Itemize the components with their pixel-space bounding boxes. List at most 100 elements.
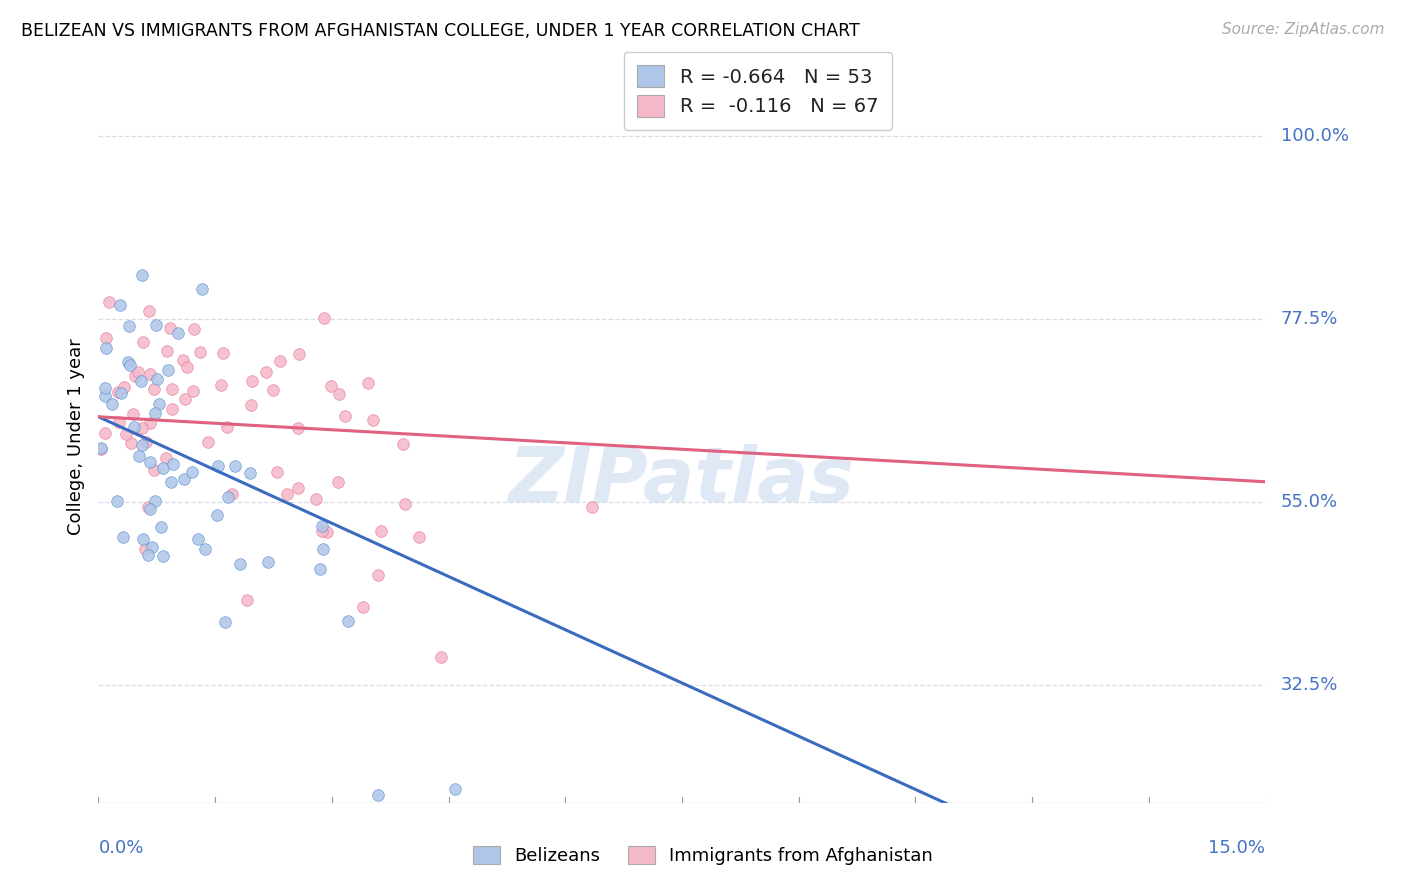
Point [117,319,139,334]
Point [326,475,349,489]
Point [443,781,465,796]
Point [108,415,131,429]
Point [366,568,388,582]
Point [136,500,159,514]
Point [173,472,195,486]
Point [122,419,145,434]
Point [142,382,165,396]
Text: Source: ZipAtlas.com: Source: ZipAtlas.com [1222,22,1385,37]
Point [100,396,122,410]
Point [135,434,157,449]
Point [94,341,117,355]
Point [256,365,278,379]
Text: 32.5%: 32.5% [1281,676,1339,694]
Point [131,437,153,451]
Point [143,406,166,420]
Point [155,450,177,465]
Point [266,465,288,479]
Point [131,268,153,282]
Point [120,358,142,372]
Point [193,541,215,556]
Text: BELIZEAN VS IMMIGRANTS FROM AFGHANISTAN COLLEGE, UNDER 1 YEAR CORRELATION CHART: BELIZEAN VS IMMIGRANTS FROM AFGHANISTAN … [21,22,860,40]
Point [141,541,163,555]
Point [159,321,181,335]
Point [162,458,184,472]
Point [156,363,179,377]
Point [207,458,229,473]
Point [97,294,120,309]
Point [156,343,179,358]
Point [187,532,209,546]
Point [312,542,335,557]
Point [166,326,188,341]
Point [181,384,204,399]
Point [262,383,284,397]
Point [134,542,156,557]
Point [94,381,117,395]
Point [224,458,246,473]
Text: 100.0%: 100.0% [1281,128,1348,145]
Point [188,345,211,359]
Point [357,376,380,390]
Point [112,380,135,394]
Point [305,492,328,507]
Point [190,282,212,296]
Point [181,465,204,479]
Point [94,331,117,345]
Point [159,475,181,489]
Point [581,500,603,514]
Point [105,494,128,508]
Point [129,374,152,388]
Point [128,449,150,463]
Point [148,397,170,411]
Point [160,383,183,397]
Point [131,334,153,349]
Point [335,409,357,423]
Point [138,367,160,381]
Point [217,490,239,504]
Point [146,372,169,386]
Legend: R = -0.664   N = 53, R =  -0.116   N = 67: R = -0.664 N = 53, R = -0.116 N = 67 [623,52,891,130]
Point [370,524,392,539]
Point [152,549,174,563]
Point [197,435,219,450]
Text: 15.0%: 15.0% [1208,839,1265,857]
Point [328,386,350,401]
Point [94,426,117,441]
Point [150,520,173,534]
Point [127,365,149,379]
Point [138,455,160,469]
Point [143,494,166,508]
Point [269,354,291,368]
Point [221,486,243,500]
Text: 0.0%: 0.0% [98,839,143,857]
Point [287,420,309,434]
Legend: Belizeans, Immigrants from Afghanistan: Belizeans, Immigrants from Afghanistan [465,838,941,872]
Point [319,379,342,393]
Point [429,649,451,664]
Point [287,481,309,495]
Point [138,304,160,318]
Point [205,508,228,523]
Point [212,346,235,360]
Point [110,386,132,401]
Point [408,530,430,544]
Point [308,562,330,576]
Point [240,398,263,412]
Point [173,392,195,406]
Point [392,437,415,451]
Point [172,352,194,367]
Point [120,436,142,450]
Point [239,466,262,480]
Point [139,417,162,431]
Point [115,426,138,441]
Point [311,524,333,538]
Point [352,599,374,614]
Point [176,359,198,374]
Point [361,413,384,427]
Point [337,614,360,628]
Point [107,385,129,400]
Point [276,487,298,501]
Point [235,592,257,607]
Point [121,407,143,421]
